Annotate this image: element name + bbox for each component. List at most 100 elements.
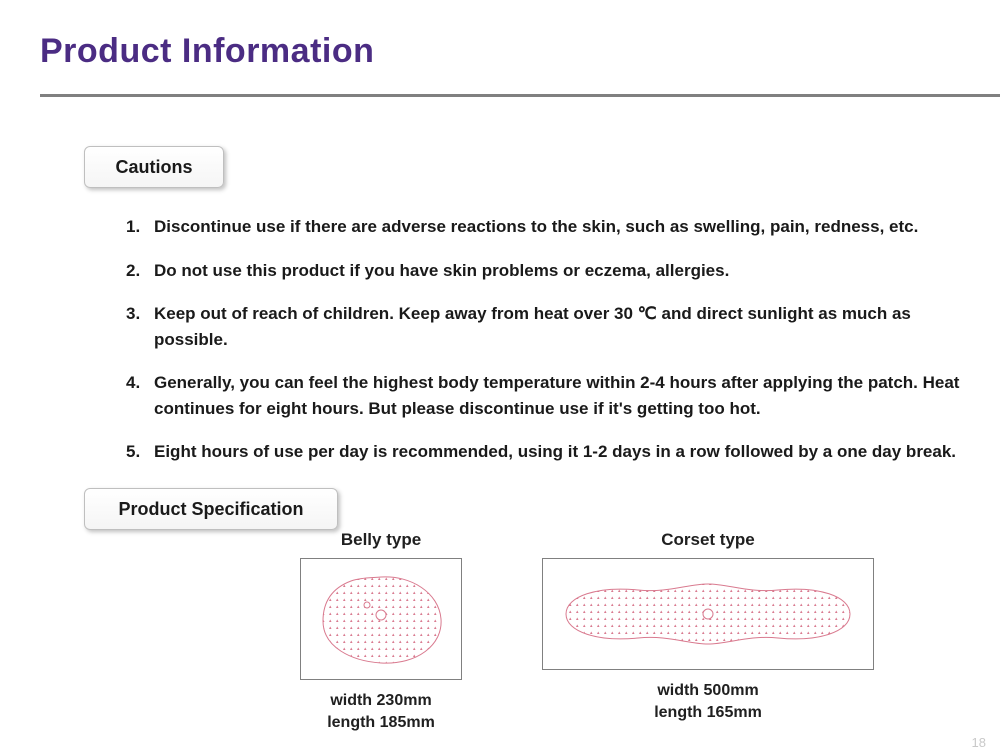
- svg-text:▴: ▴: [660, 616, 663, 622]
- svg-text:▴: ▴: [730, 623, 733, 629]
- svg-text:▴: ▴: [667, 602, 670, 608]
- svg-text:▴: ▴: [716, 581, 719, 587]
- svg-text:▴: ▴: [835, 623, 838, 629]
- svg-text:▴: ▴: [343, 660, 346, 666]
- svg-text:▴: ▴: [371, 625, 374, 631]
- spec-corset-title: Corset type: [542, 530, 874, 550]
- svg-text:▴: ▴: [807, 623, 810, 629]
- svg-text:▴: ▴: [448, 618, 451, 624]
- svg-text:▴: ▴: [413, 639, 416, 645]
- svg-text:▴: ▴: [821, 609, 824, 615]
- svg-text:▴: ▴: [336, 590, 339, 596]
- svg-text:▴: ▴: [371, 611, 374, 617]
- svg-text:▴: ▴: [772, 595, 775, 601]
- svg-text:▴: ▴: [427, 597, 430, 603]
- svg-text:▴: ▴: [786, 602, 789, 608]
- svg-text:▴: ▴: [856, 588, 858, 594]
- svg-text:▴: ▴: [779, 595, 782, 601]
- svg-text:▴: ▴: [604, 609, 607, 615]
- svg-text:▴: ▴: [737, 574, 740, 580]
- svg-text:▴: ▴: [814, 602, 817, 608]
- svg-text:▴: ▴: [730, 595, 733, 601]
- svg-text:▴: ▴: [357, 639, 360, 645]
- svg-text:▴: ▴: [856, 581, 858, 587]
- svg-text:▴: ▴: [420, 618, 423, 624]
- svg-text:▴: ▴: [688, 602, 691, 608]
- svg-text:▴: ▴: [856, 602, 858, 608]
- svg-text:▴: ▴: [322, 583, 325, 589]
- svg-text:▴: ▴: [597, 602, 600, 608]
- svg-text:▴: ▴: [842, 644, 845, 650]
- svg-text:▴: ▴: [576, 644, 579, 650]
- svg-text:▴: ▴: [625, 637, 628, 643]
- svg-text:▴: ▴: [420, 632, 423, 638]
- svg-text:▴: ▴: [772, 574, 775, 580]
- svg-text:▴: ▴: [590, 595, 593, 601]
- svg-text:▴: ▴: [723, 609, 726, 615]
- svg-text:▴: ▴: [688, 574, 691, 580]
- svg-text:▴: ▴: [758, 602, 761, 608]
- svg-text:▴: ▴: [639, 630, 642, 636]
- svg-text:▴: ▴: [441, 597, 444, 603]
- svg-text:▴: ▴: [604, 588, 607, 594]
- svg-text:▴: ▴: [779, 616, 782, 622]
- svg-text:▴: ▴: [744, 602, 747, 608]
- svg-text:▴: ▴: [639, 602, 642, 608]
- svg-text:▴: ▴: [336, 618, 339, 624]
- svg-text:▴: ▴: [392, 590, 395, 596]
- svg-text:▴: ▴: [814, 581, 817, 587]
- svg-text:▴: ▴: [625, 630, 628, 636]
- svg-text:▴: ▴: [758, 644, 761, 650]
- svg-text:▴: ▴: [336, 625, 339, 631]
- svg-text:▴: ▴: [611, 623, 614, 629]
- spec-belly-width: width 230mm: [300, 690, 462, 712]
- svg-text:▴: ▴: [322, 639, 325, 645]
- svg-text:▴: ▴: [562, 616, 565, 622]
- svg-text:▴: ▴: [329, 646, 332, 652]
- svg-text:▴: ▴: [751, 595, 754, 601]
- spec-corset-box: ▴▴▴▴▴▴▴▴▴▴▴▴▴▴▴▴▴▴▴▴▴▴▴▴▴▴▴▴▴▴▴▴▴▴▴▴▴▴▴▴…: [542, 558, 874, 670]
- svg-text:▴: ▴: [569, 609, 572, 615]
- svg-text:▴: ▴: [653, 581, 656, 587]
- svg-text:▴: ▴: [399, 660, 402, 666]
- svg-text:▴: ▴: [315, 569, 318, 575]
- svg-text:▴: ▴: [618, 630, 621, 636]
- svg-text:▴: ▴: [343, 590, 346, 596]
- svg-text:▴: ▴: [399, 611, 402, 617]
- svg-text:▴: ▴: [835, 602, 838, 608]
- svg-text:▴: ▴: [751, 644, 754, 650]
- svg-text:▴: ▴: [604, 574, 607, 580]
- svg-text:▴: ▴: [793, 623, 796, 629]
- svg-text:▴: ▴: [744, 595, 747, 601]
- svg-text:▴: ▴: [611, 644, 614, 650]
- svg-text:▴: ▴: [427, 653, 430, 659]
- svg-text:▴: ▴: [632, 644, 635, 650]
- svg-text:▴: ▴: [343, 611, 346, 617]
- svg-text:▴: ▴: [364, 590, 367, 596]
- svg-text:▴: ▴: [695, 581, 698, 587]
- svg-text:▴: ▴: [604, 595, 607, 601]
- svg-text:▴: ▴: [835, 616, 838, 622]
- svg-text:▴: ▴: [562, 637, 565, 643]
- svg-text:▴: ▴: [427, 611, 430, 617]
- svg-text:▴: ▴: [357, 646, 360, 652]
- svg-text:▴: ▴: [378, 639, 381, 645]
- svg-text:▴: ▴: [371, 639, 374, 645]
- svg-text:▴: ▴: [611, 630, 614, 636]
- svg-text:▴: ▴: [702, 630, 705, 636]
- svg-text:▴: ▴: [779, 630, 782, 636]
- svg-text:▴: ▴: [765, 595, 768, 601]
- svg-text:▴: ▴: [597, 623, 600, 629]
- svg-text:▴: ▴: [597, 637, 600, 643]
- svg-text:▴: ▴: [448, 639, 451, 645]
- svg-text:▴: ▴: [583, 644, 586, 650]
- svg-text:▴: ▴: [364, 583, 367, 589]
- svg-text:▴: ▴: [569, 595, 572, 601]
- svg-text:▴: ▴: [590, 630, 593, 636]
- svg-text:▴: ▴: [427, 660, 430, 666]
- svg-text:▴: ▴: [336, 611, 339, 617]
- svg-text:▴: ▴: [660, 574, 663, 580]
- svg-text:▴: ▴: [329, 569, 332, 575]
- svg-text:▴: ▴: [315, 590, 318, 596]
- svg-text:▴: ▴: [399, 583, 402, 589]
